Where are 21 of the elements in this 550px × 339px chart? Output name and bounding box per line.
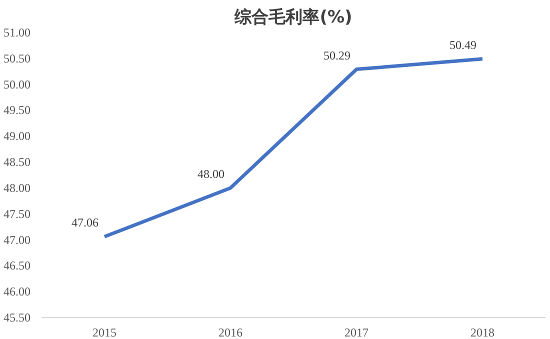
x-tick-label: 2017	[344, 326, 368, 339]
y-tick-label: 50.00	[4, 77, 30, 92]
y-tick-label: 48.00	[4, 180, 30, 195]
y-tick-label: 46.00	[4, 284, 30, 299]
y-tick-label: 45.50	[4, 310, 30, 324]
y-tick-label: 46.50	[4, 258, 30, 273]
data-label: 50.29	[324, 48, 350, 62]
y-tick-label: 48.50	[4, 155, 30, 170]
data-label: 48.00	[198, 166, 224, 181]
y-tick-label: 49.00	[4, 129, 30, 144]
y-tick-label: 50.50	[4, 51, 30, 66]
y-tick-label: 49.50	[4, 103, 30, 118]
y-tick-label: 47.00	[4, 232, 30, 247]
y-tick-label: 47.50	[4, 206, 30, 221]
x-tick-label: 2018	[470, 326, 494, 339]
y-tick-label: 51.00	[4, 26, 30, 40]
data-label: 47.06	[72, 216, 98, 230]
x-tick-label: 2016	[218, 326, 242, 339]
data-label: 50.49	[450, 38, 476, 52]
x-tick-label: 2015	[92, 326, 116, 339]
chart-title: 综合毛利率(%)	[234, 8, 352, 28]
